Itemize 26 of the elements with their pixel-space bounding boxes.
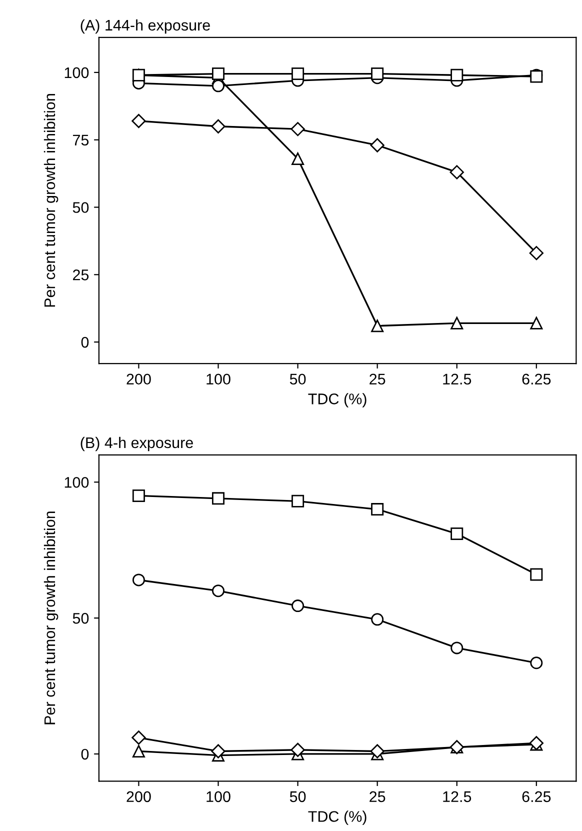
y-axis-title: Per cent tumor growth inhibition — [44, 94, 58, 307]
y-tick-label: 50 — [72, 612, 89, 624]
chart-title: (A) 144-h exposure — [80, 19, 210, 34]
y-tick-label: 75 — [73, 134, 89, 146]
x-tick-label: 12.5 — [443, 374, 472, 385]
x-tick-label: 100 — [206, 374, 230, 385]
y-tick-label: 100 — [64, 67, 89, 78]
y-axis-title: Per cent tumor growth inhibition — [44, 512, 58, 724]
x-tick-label: 50 — [290, 374, 306, 385]
x-tick-label: 6.25 — [522, 374, 551, 385]
x-tick-label: 200 — [126, 791, 151, 802]
x-tick-label: 12.5 — [443, 791, 472, 802]
x-axis-title: TDC (%) — [308, 393, 366, 408]
x-tick-label: 6.25 — [522, 791, 551, 802]
y-tick-label: 50 — [72, 202, 89, 213]
x-tick-label: 200 — [126, 374, 151, 385]
y-tick-label: 100 — [64, 476, 89, 488]
y-tick-label: 0 — [81, 748, 89, 760]
x-tick-label: 100 — [206, 791, 230, 802]
chart-title: (B) 4-h exposure — [80, 436, 193, 452]
x-tick-label: 50 — [290, 791, 306, 802]
x-axis-title: TDC (%) — [308, 810, 366, 825]
y-tick-label: 25 — [72, 270, 89, 280]
x-tick-label: 25 — [370, 791, 386, 802]
y-tick-label: 0 — [81, 336, 89, 348]
x-tick-label: 25 — [370, 374, 386, 385]
